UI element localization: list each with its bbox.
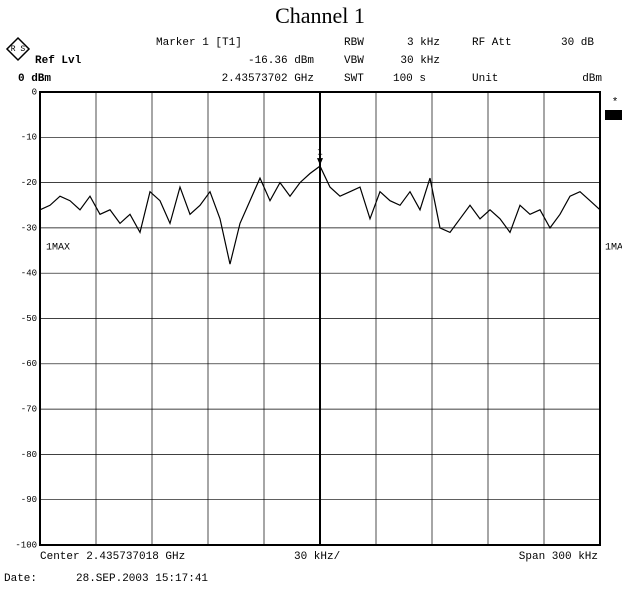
y-tick-label: -10 (21, 133, 37, 143)
star: * (612, 97, 619, 109)
marker-label: 1 (317, 147, 322, 157)
swt: 100 s (393, 73, 426, 85)
y-tick-label: -80 (21, 450, 37, 460)
rbw-label: RBW (344, 37, 364, 49)
ref-level: 0 dBm (18, 73, 51, 85)
y-tick-label: -50 (21, 314, 37, 324)
y-tick-label: -100 (15, 540, 37, 550)
y-tick-label: 0 (32, 87, 37, 97)
date-label: Date: (4, 573, 37, 585)
center-frequency: Center 2.435737018 GHz (40, 551, 185, 563)
plot-frame (39, 91, 601, 546)
swt-label: SWT (344, 73, 364, 85)
vbw-label: VBW (344, 55, 364, 67)
indicator (605, 110, 622, 120)
unit-label: Unit (472, 73, 498, 85)
y-tick-label: -60 (21, 359, 37, 369)
ref-level-label: Ref Lvl (35, 55, 82, 67)
y-tick-label: -70 (21, 404, 37, 414)
per-division: 30 kHz/ (294, 551, 340, 563)
y-tick-label: -90 (21, 495, 37, 505)
marker (317, 158, 323, 166)
unit: dBm (582, 73, 602, 85)
trace (39, 165, 601, 265)
rbw: 3 kHz (407, 37, 440, 49)
marker-frequency: 2.43573702 GHz (222, 73, 314, 85)
marker-name: Marker 1 [T1] (156, 37, 242, 49)
rf-att: 30 dB (561, 37, 594, 49)
trace-label: 1MAX (46, 243, 70, 254)
chart-title: Channel 1 (275, 3, 365, 28)
logo: R S (5, 36, 31, 62)
y-tick-label: -20 (21, 178, 37, 188)
vbw: 30 kHz (400, 55, 440, 67)
span: Span 300 kHz (519, 551, 598, 563)
date: 28.SEP.2003 15:17:41 (76, 573, 208, 585)
y-tick-label: -30 (21, 223, 37, 233)
svg-text:R S: R S (11, 45, 26, 54)
y-tick-label: -40 (21, 269, 37, 279)
trace-label-right: 1MA (605, 243, 622, 254)
rf-att-label: RF Att (472, 37, 512, 49)
marker-level: -16.36 dBm (248, 55, 314, 67)
